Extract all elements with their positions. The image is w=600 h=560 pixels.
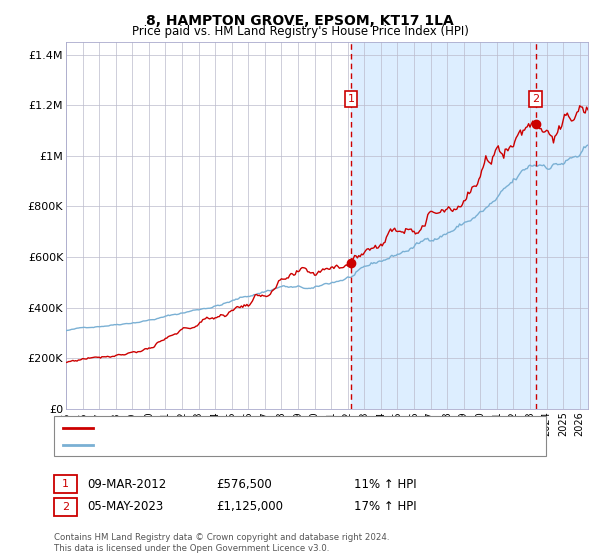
Text: 1: 1 (62, 479, 69, 489)
Text: 2: 2 (532, 94, 539, 104)
Bar (536, 42, 588, 409)
Text: 17% ↑ HPI: 17% ↑ HPI (354, 500, 416, 514)
Text: £1,125,000: £1,125,000 (216, 500, 283, 514)
Text: 8, HAMPTON GROVE, EPSOM, KT17 1LA (detached house): 8, HAMPTON GROVE, EPSOM, KT17 1LA (detac… (99, 423, 398, 433)
Bar (351, 42, 536, 409)
Text: £576,500: £576,500 (216, 478, 272, 491)
Text: 8, HAMPTON GROVE, EPSOM, KT17 1LA: 8, HAMPTON GROVE, EPSOM, KT17 1LA (146, 14, 454, 28)
Text: 2: 2 (62, 502, 69, 512)
Text: 1: 1 (347, 94, 355, 104)
Text: Contains HM Land Registry data © Crown copyright and database right 2024.
This d: Contains HM Land Registry data © Crown c… (54, 533, 389, 553)
Text: HPI: Average price, detached house, Epsom and Ewell: HPI: Average price, detached house, Epso… (99, 440, 380, 450)
Text: 11% ↑ HPI: 11% ↑ HPI (354, 478, 416, 491)
Text: 09-MAR-2012: 09-MAR-2012 (87, 478, 166, 491)
Bar (536, 42, 588, 409)
Text: Price paid vs. HM Land Registry's House Price Index (HPI): Price paid vs. HM Land Registry's House … (131, 25, 469, 38)
Text: 05-MAY-2023: 05-MAY-2023 (87, 500, 163, 514)
